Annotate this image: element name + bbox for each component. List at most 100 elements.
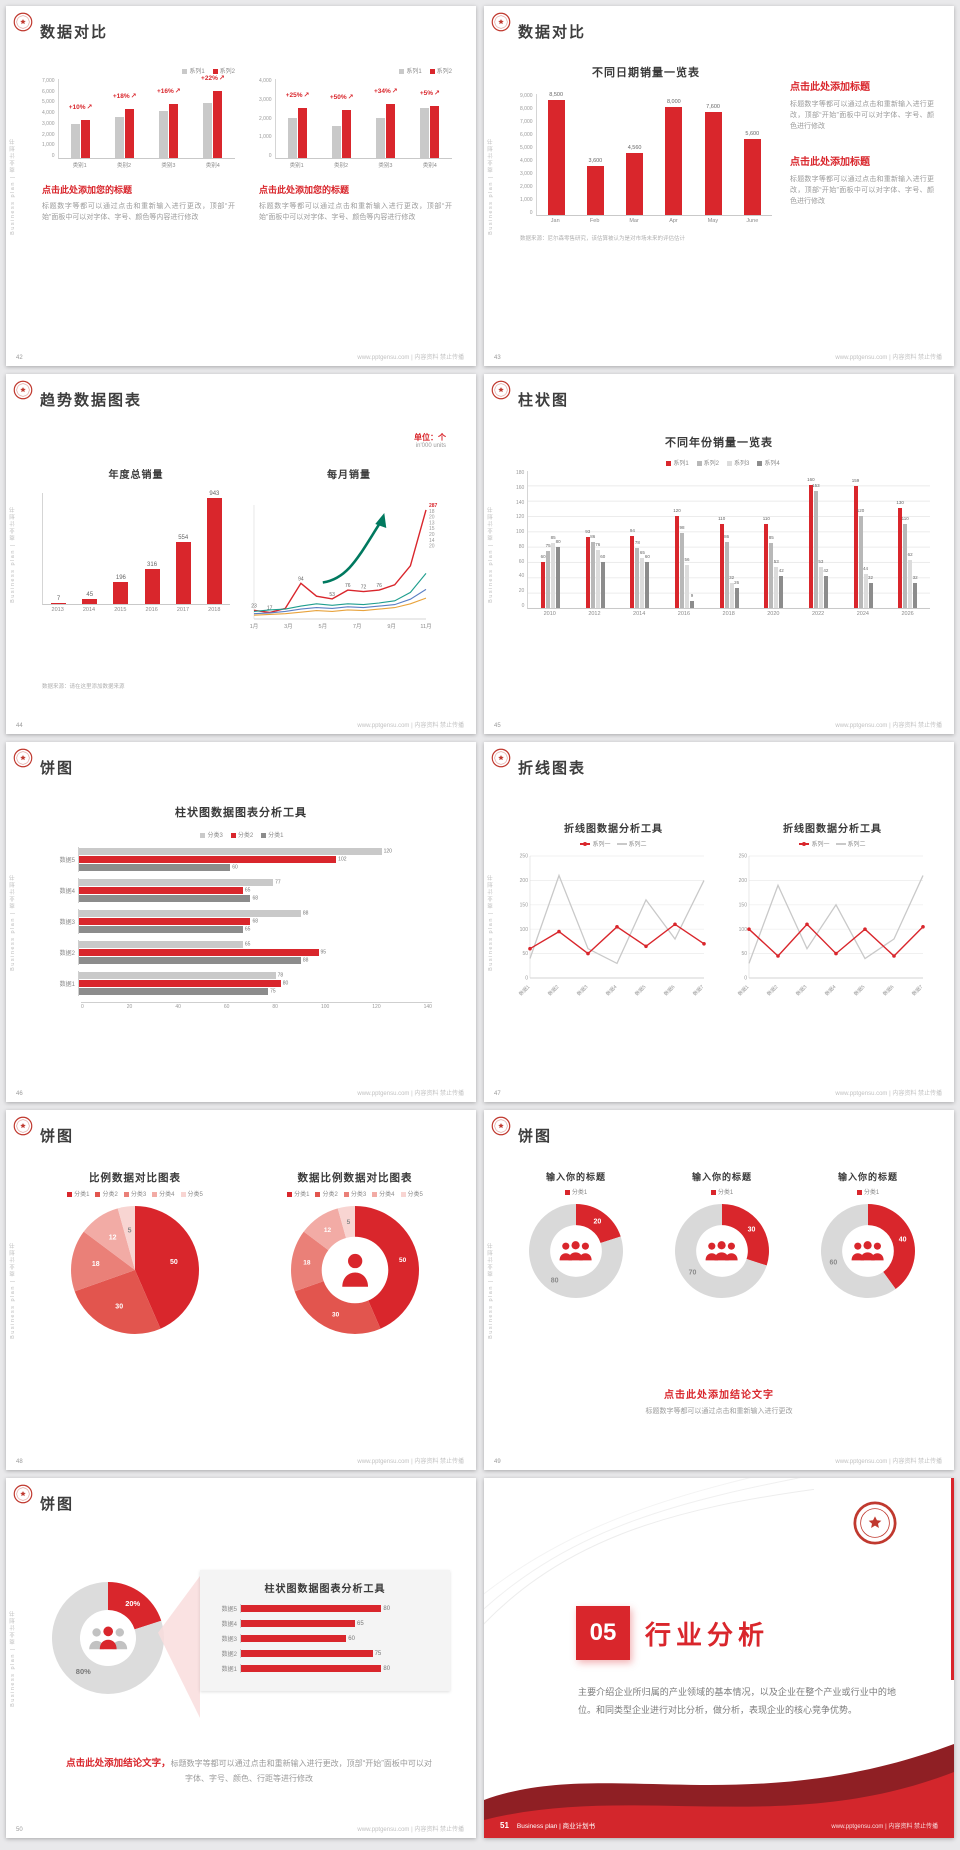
block-heading: 点击此处添加您的标题 [259, 185, 350, 195]
slide-title: 饼图 [40, 1496, 75, 1513]
footer-url: www.pptgensu.com | 内容资料 禁止传播 [357, 723, 464, 729]
footer-url: www.pptgensu.com | 内容资料 禁止传播 [835, 1091, 942, 1097]
svg-text:60: 60 [830, 1259, 838, 1266]
slide-48[interactable]: Business plan | 商业计划书 饼图 比例数据对比图表 分类1 分类2… [6, 1110, 476, 1470]
page-number: 49 [494, 1459, 501, 1465]
block-heading: 点击此处添加标题 [790, 82, 870, 93]
line-chart-legend: 系列一 系列二 [733, 839, 932, 848]
line-chart-left: 250 200 150 100 50 0 数据1 数据2 数据3 数据4 数据5 数据6 数据7 [514, 850, 713, 1009]
line-chart-right: 250 200 150 100 50 0 数据1 数据2 数据3 数据4 数据5 数据6 数据7 [733, 850, 932, 1009]
slide-42[interactable]: Business plan | 商业计划书 数据对比 系列1 系列2 7,000 6,… [6, 6, 476, 366]
svg-text:250: 250 [520, 854, 529, 860]
page-number: 44 [16, 723, 23, 729]
vertical-side-label: Business plan | 商业计划书 [10, 873, 16, 971]
page-number: 46 [16, 1091, 23, 1097]
line-chart-legend: 系列一 系列二 [514, 839, 713, 848]
svg-text:80%: 80% [76, 1667, 91, 1676]
slide-title: 数据对比 [518, 24, 587, 41]
svg-text:53: 53 [329, 592, 335, 598]
seal-logo-icon [13, 1484, 33, 1504]
grouped-bar-chart-right: 系列1 系列2 4,000 3,000 2,000 1,000 0 +25%↗ +50%↗ +34… [259, 68, 452, 169]
slide-47[interactable]: Business plan | 商业计划书 折线图表 折线图数据分析工具 系列一… [484, 742, 954, 1102]
svg-text:12: 12 [109, 1234, 117, 1241]
conclusion-note: 标题数字等都可以通过点击和重新输入进行更改，顶部“开始”面板中可以对字体、字号、… [170, 1759, 432, 1784]
svg-text:250: 250 [739, 854, 748, 860]
conclusion-text: 点击此处添加结论文字，标题数字等都可以通过点击和重新输入进行更改，顶部“开始”面… [64, 1756, 434, 1786]
donut-chart: 20 80 [527, 1202, 625, 1300]
slide-51[interactable]: 05 行业分析 主要介绍企业所归属的产业领域的基本情况，以及企业在整个产业或行业… [484, 1478, 954, 1838]
svg-text:数据4: 数据4 [604, 983, 618, 997]
slide-45[interactable]: Business plan | 商业计划书 柱状图 不同年份销量一览表 系列1 系… [484, 374, 954, 734]
svg-text:50: 50 [741, 951, 747, 957]
chart-title: 不同年份销量一览表 [665, 437, 773, 449]
svg-text:20: 20 [429, 515, 435, 521]
svg-text:数据2: 数据2 [546, 983, 560, 997]
chart-title: 每月销量 [327, 470, 371, 481]
block-body: 标题数字等都可以通过点击和重新输入进行更改，顶部“开始”面板中可以对字体、字号、… [790, 101, 934, 131]
footer-url: www.pptgensu.com | 内容资料 禁止传播 [357, 1091, 464, 1097]
svg-text:1月: 1月 [250, 623, 259, 630]
chart-title: 数据比例数据对比图表 [297, 1172, 413, 1184]
svg-text:200: 200 [739, 878, 748, 884]
sales-bar-chart: 9,000 8,000 7,000 6,000 5,000 4,000 3,000 2,000… [520, 92, 772, 224]
svg-text:0: 0 [744, 976, 747, 982]
svg-text:150: 150 [739, 902, 748, 908]
section-title: 行业分析 [645, 1619, 770, 1650]
chart-title: 折线图数据分析工具 [564, 824, 663, 835]
chart-title: 折线图数据分析工具 [783, 824, 882, 835]
slide-46[interactable]: Business plan | 商业计划书 饼图 柱状图数据图表分析工具 分类3… [6, 742, 476, 1102]
slide-50[interactable]: Business plan | 商业计划书 饼图 20% 80% 柱状图数据图表分… [6, 1478, 476, 1838]
page-number: 47 [494, 1091, 501, 1097]
vertical-side-label: Business plan | 商业计划书 [10, 1609, 16, 1707]
footer-url: www.pptgensu.com | 内容资料 禁止传播 [835, 723, 942, 729]
slide-title: 柱状图 [518, 392, 570, 409]
svg-text:76: 76 [376, 583, 382, 589]
svg-text:14: 14 [429, 538, 435, 544]
chart-title: 年度总销量 [108, 470, 164, 481]
svg-text:100: 100 [520, 927, 529, 933]
vertical-side-label: Business plan | 商业计划书 [10, 1241, 16, 1339]
section-footer-left: 51 Business plan | 商业计划书 [500, 1820, 595, 1830]
slide-title: 饼图 [518, 1128, 553, 1145]
chart-title: 输入你的标题 [545, 1172, 606, 1182]
pie-legend: 分类1 分类2 分类3 分类4 分类5 [36, 1189, 234, 1198]
svg-text:30: 30 [115, 1303, 123, 1310]
slide-title: 饼图 [40, 760, 75, 777]
svg-text:18: 18 [429, 509, 435, 515]
svg-text:12: 12 [324, 1227, 332, 1234]
svg-text:76: 76 [345, 583, 351, 589]
slide-49[interactable]: Business plan | 商业计划书 饼图 输入你的标题 分类1 20 80… [484, 1110, 954, 1470]
svg-text:5月: 5月 [319, 623, 328, 630]
slide-43[interactable]: Business plan | 商业计划书 数据对比 不同日期销量一览表 9,0… [484, 6, 954, 366]
monthly-sales-line-chart: 1月 3月 5月 7月 9月 11月 23 17 94 53 76 72 76 287 18 20 13 15 20… [244, 493, 454, 638]
svg-text:72: 72 [361, 585, 367, 591]
vertical-side-label: Business plan | 商业计划书 [488, 1241, 494, 1339]
bottom-swoosh-shape [484, 1744, 954, 1838]
donut-legend: 分类1 [802, 1187, 934, 1196]
svg-text:数据6: 数据6 [881, 983, 895, 997]
svg-text:20: 20 [594, 1219, 602, 1226]
unit-sublabel: in'000 units [415, 443, 446, 449]
svg-text:数据3: 数据3 [794, 983, 808, 997]
svg-text:200: 200 [520, 878, 529, 884]
svg-text:数据6: 数据6 [662, 983, 676, 997]
footer-url: www.pptgensu.com | 内容资料 禁止传播 [835, 355, 942, 361]
vertical-side-label: Business plan | 商业计划书 [10, 505, 16, 603]
slide-44[interactable]: Business plan | 商业计划书 趋势数据图表 单位：个 in'000… [6, 374, 476, 734]
conclusion-heading: 点击此处添加结论文字 [664, 1390, 774, 1401]
footer-url: www.pptgensu.com | 内容资料 禁止传播 [357, 1459, 464, 1465]
vertical-side-label: Business plan | 商业计划书 [488, 505, 494, 603]
svg-text:9月: 9月 [387, 623, 396, 630]
donut-chart: 20% 80% [50, 1580, 166, 1696]
svg-text:50: 50 [399, 1257, 407, 1264]
chart-title: 柱状图数据图表分析工具 [175, 807, 307, 819]
horizontal-grouped-bar-chart: 分类3 分类2 分类1 数据5 120 102 60 数据4 77 65 68 数据3 88 68 65 数据… [59, 832, 432, 1010]
footer-url: www.pptgensu.com | 内容资料 禁止传播 [831, 1824, 938, 1830]
horizontal-bar-chart: 数据5 80 数据4 65 数据3 60 数据2 75 数据1 80 [216, 1604, 434, 1673]
section-number-badge: 05 [576, 1606, 630, 1660]
page-number: 43 [494, 355, 501, 361]
svg-text:数据7: 数据7 [691, 983, 705, 997]
svg-text:100: 100 [739, 927, 748, 933]
svg-text:50: 50 [522, 951, 528, 957]
